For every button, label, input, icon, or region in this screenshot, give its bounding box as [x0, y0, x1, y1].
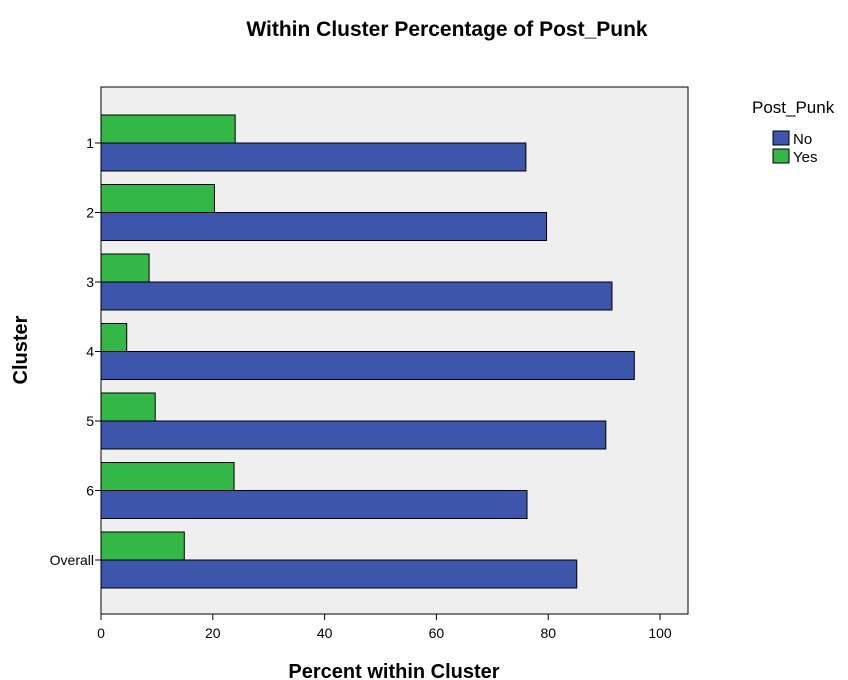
bar-yes-6: [100, 462, 235, 491]
y-tick-label: 4: [86, 344, 94, 360]
y-tick-label: 6: [86, 483, 94, 499]
x-tick-label: 100: [648, 625, 672, 641]
y-tick-label: 2: [86, 205, 94, 221]
chart-title: Within Cluster Percentage of Post_Punk: [246, 18, 648, 41]
legend-label-no: No: [793, 131, 812, 148]
bars: [100, 114, 635, 589]
x-tick-label: 20: [205, 625, 221, 641]
x-tick-label: 0: [97, 625, 105, 641]
bar-no-6: [100, 490, 528, 519]
y-tick-label: 3: [86, 274, 94, 290]
x-axis-ticks: 0 20 40 60 80 100: [97, 614, 672, 641]
y-tick-label: 1: [86, 135, 94, 151]
bar-no-4: [100, 351, 635, 380]
x-axis-title: Percent within Cluster: [288, 661, 499, 680]
bar-yes-5: [100, 392, 156, 422]
legend-label-yes: Yes: [793, 149, 817, 166]
bar-yes-4: [100, 323, 128, 352]
bar-no-2: [100, 212, 548, 241]
bar-no-1: [100, 142, 527, 172]
bar-no-5: [100, 420, 607, 450]
bar-yes-1: [100, 114, 236, 144]
bar-no-3: [100, 281, 613, 311]
plot-area: [100, 86, 689, 615]
bar-yes-overall: [100, 531, 185, 561]
legend-swatch-no: [772, 130, 790, 146]
x-tick-label: 40: [317, 625, 333, 641]
y-tick-label: 5: [86, 413, 94, 429]
legend-swatch-yes: [772, 148, 790, 164]
x-tick-label: 80: [540, 625, 556, 641]
legend-title: Post_Punk: [752, 98, 835, 117]
bar-yes-3: [100, 253, 150, 283]
y-tick-label: Overall: [50, 552, 94, 568]
y-axis-ticks: 1 2 3 4 5 6 Overall: [50, 135, 101, 568]
bar-no-overall: [100, 559, 578, 589]
bar-yes-2: [100, 184, 215, 213]
y-axis-title: Cluster: [10, 315, 32, 384]
x-tick-label: 60: [429, 625, 445, 641]
